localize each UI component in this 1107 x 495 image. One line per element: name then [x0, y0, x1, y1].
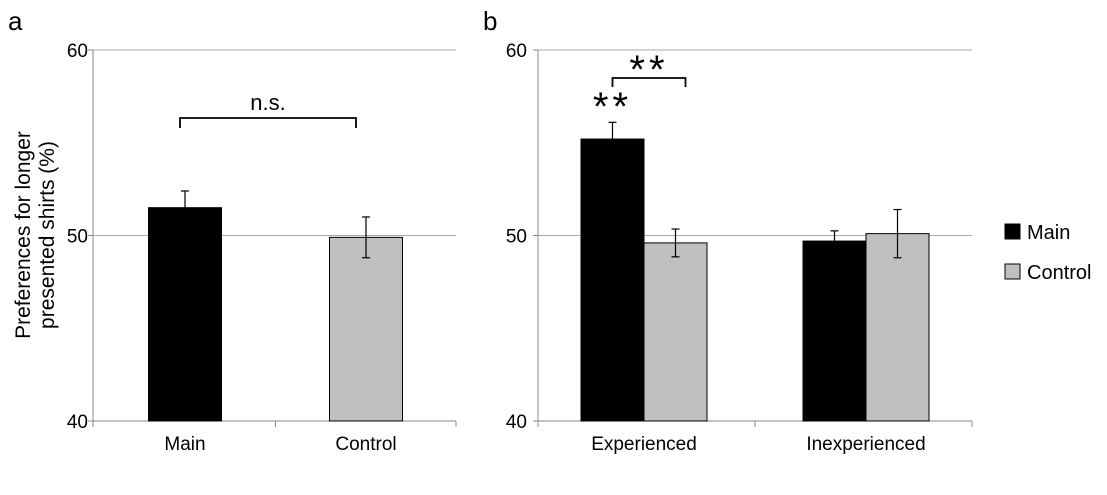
bar	[580, 138, 645, 422]
y-tick-label: 50	[67, 227, 88, 248]
legend-swatch-control	[1004, 263, 1021, 280]
bar	[329, 236, 403, 422]
significance-label: n.s.	[250, 90, 285, 115]
y-tick-label: 40	[506, 412, 527, 433]
y-tick-label: 40	[67, 412, 88, 433]
bar	[865, 233, 930, 422]
x-tick-label: Inexperienced	[806, 434, 925, 455]
significance-bracket	[611, 77, 687, 87]
bar	[148, 207, 222, 422]
bar	[802, 240, 867, 422]
panel-b: 40 50 60 Experienced Inexperienced ****	[506, 41, 973, 455]
panel-label-a: a	[8, 6, 23, 36]
y-axis-label-line1: Preferences for longer	[12, 131, 35, 339]
bar	[643, 242, 708, 422]
x-tick-label: Main	[164, 434, 205, 455]
x-tick-label: Control	[335, 434, 396, 455]
legend: Main Control	[1004, 222, 1091, 284]
y-tick-label: 50	[506, 227, 527, 248]
y-axis-label-line2: presented shirts (%)	[36, 141, 59, 329]
significance-stars: **	[629, 48, 668, 92]
significance-stars: **	[593, 85, 632, 129]
y-tick-label: 60	[506, 41, 527, 62]
panel-label-b: b	[483, 6, 497, 36]
legend-label-main: Main	[1027, 222, 1070, 244]
legend-label-control: Control	[1027, 262, 1091, 284]
y-tick-label: 60	[67, 41, 88, 62]
x-tick-label: Experienced	[591, 434, 697, 455]
panel-a: 40 50 60 Main Control n.s.	[67, 41, 457, 455]
significance-bracket	[179, 117, 357, 128]
legend-swatch-main	[1004, 223, 1021, 240]
